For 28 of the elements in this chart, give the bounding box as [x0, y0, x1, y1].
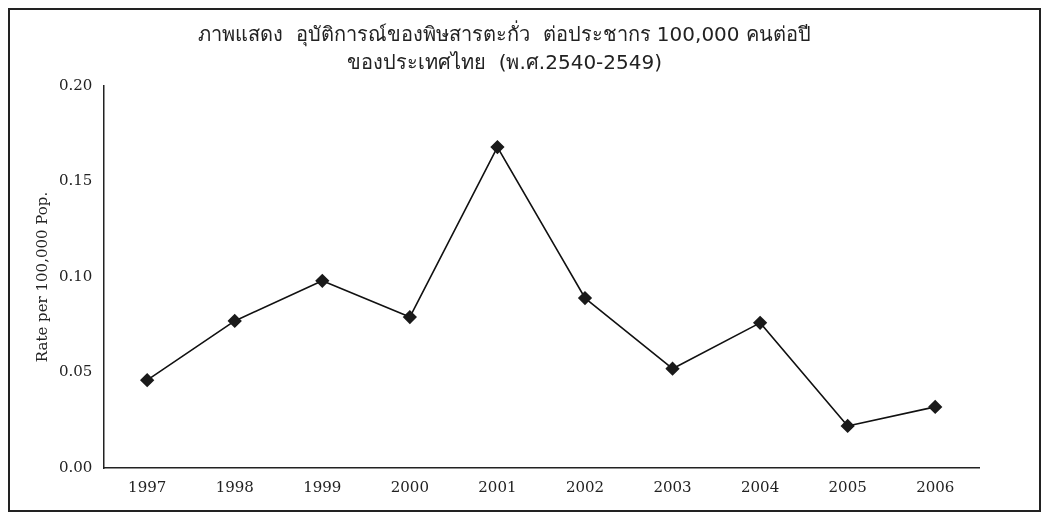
chart-subtitle: ของประเทศไทย (พ.ศ.2540-2549): [346, 50, 663, 75]
y-axis-title: Rate per 100,000 Pop.: [32, 191, 51, 363]
point: [227, 314, 242, 328]
point: [140, 373, 154, 387]
x-tick-label: 2002: [565, 477, 605, 496]
x-tick-label: 2004: [741, 477, 780, 496]
point: [840, 419, 855, 433]
y-tick-label: 0.05: [58, 362, 93, 381]
y-tick-label: 0.00: [58, 457, 93, 476]
x-tick-label: 2003: [653, 477, 692, 496]
y-tick-label: 0.20: [58, 75, 93, 94]
point: [928, 400, 943, 414]
x-tick-label: 2006: [916, 477, 955, 496]
point: [753, 316, 767, 330]
x-tick-label: 1999: [303, 477, 342, 496]
point: [665, 361, 680, 376]
point: [403, 310, 417, 324]
chart-title: ภาพแสดง อุบัติการณ์ของพิษสารตะกั่ว ต่อประชากร 100,000 คนต่อปี: [198, 20, 811, 48]
y-tick-label: 0.15: [58, 171, 93, 190]
x-tick-label: 2001: [478, 477, 517, 496]
x-tick-label: 1998: [215, 477, 254, 496]
point: [578, 291, 592, 305]
x-tick-label: 1997: [128, 477, 167, 496]
point: [315, 274, 330, 288]
y-tick-label: 0.10: [58, 266, 93, 285]
point: [490, 140, 505, 154]
x-tick-label: 2005: [828, 477, 867, 496]
x-tick-label: 2000: [390, 477, 429, 496]
